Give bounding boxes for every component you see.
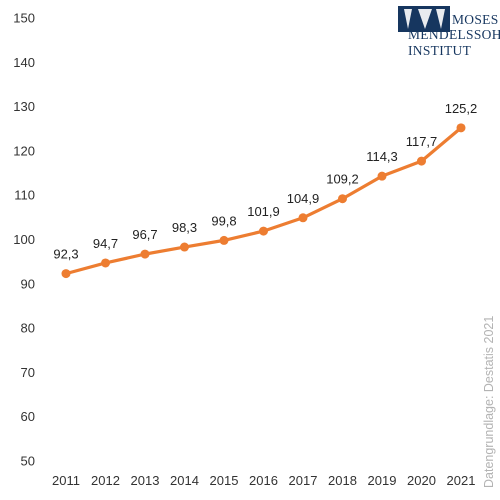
x-tick-label: 2013 [131,473,160,488]
data-label: 109,2 [326,172,359,187]
y-tick-label: 140 [13,55,35,70]
data-label: 94,7 [93,236,118,251]
data-point [417,156,426,166]
y-tick-label: 110 [14,188,35,203]
source-note: Datengrundlage: Destatis 2021 [482,316,496,488]
data-point [298,213,308,223]
x-tick-label: 2021 [447,473,476,488]
y-tick-label: 120 [13,143,35,158]
y-tick-label: 150 [13,11,35,26]
data-label: 104,9 [287,191,320,206]
logo-mark-icon [398,6,450,32]
data-point [259,226,268,236]
x-tick-label: 2016 [249,473,278,488]
x-tick-label: 2015 [210,473,239,488]
data-label: 101,9 [247,204,280,219]
x-tick-label: 2012 [91,473,120,488]
logo-text-line2: MENDELSSOHN [408,27,500,42]
x-tick-label: 2017 [289,473,318,488]
data-point [338,194,347,204]
y-tick-label: 50 [21,454,35,469]
series-line [64,126,463,276]
y-tick-label: 130 [13,99,35,114]
y-tick-label: 70 [21,365,35,380]
x-tick-label: 2014 [170,473,199,488]
data-label: 96,7 [132,227,157,242]
data-point [61,269,71,279]
data-point [101,258,110,268]
x-tick-label: 2011 [52,473,80,488]
data-point [140,249,150,259]
data-label: 98,3 [172,220,197,235]
data-point [456,123,466,133]
y-tick-label: 90 [21,276,35,291]
x-tick-label: 2018 [328,473,357,488]
logo-text-line1: MOSES [452,12,499,27]
data-point [377,171,387,181]
data-label: 125,2 [445,101,478,116]
data-label: 92,3 [53,247,78,262]
data-label: 117,7 [406,134,438,149]
data-label: 114,3 [366,149,398,164]
x-tick-label: 2020 [407,473,436,488]
data-label: 99,8 [211,213,236,228]
logo-text-line3: INSTITUT [408,43,472,58]
y-tick-label: 60 [21,409,35,424]
x-tick-label: 2019 [368,473,397,488]
data-point [180,242,189,252]
y-tick-label: 80 [21,321,35,336]
institute-logo: MOSES MENDELSSOHN INSTITUT [398,2,500,64]
y-tick-label: 100 [13,232,35,247]
data-point [219,235,229,245]
